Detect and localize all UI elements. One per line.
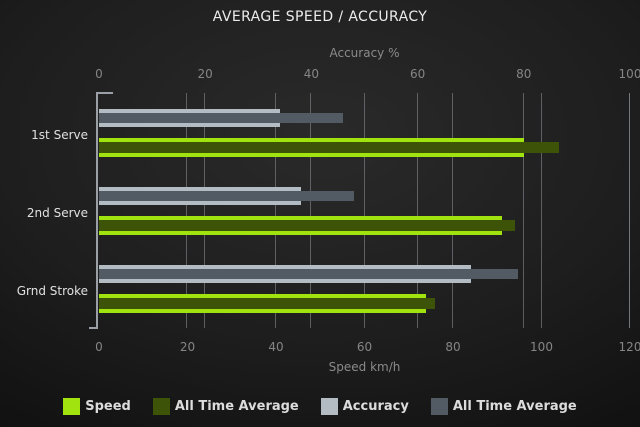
legend-item-all-time-average: All Time Average bbox=[152, 398, 299, 415]
gridline-top-80 bbox=[522, 93, 524, 328]
gridline-top-60 bbox=[416, 93, 418, 328]
top-tick-80: 80 bbox=[516, 67, 532, 81]
bar-all-time-average-grnd-stroke bbox=[99, 269, 519, 279]
top-axis-tick-labels: 0 20 40 60 80 100 bbox=[95, 67, 640, 81]
category-label-grnd-stroke: Grnd Stroke bbox=[16, 284, 88, 298]
legend-item-accuracy: Accuracy bbox=[320, 398, 409, 415]
gridline-top-40 bbox=[310, 93, 312, 328]
legend-label-all-time-average: All Time Average bbox=[452, 399, 577, 414]
bottom-tick-60: 60 bbox=[356, 340, 373, 354]
y-axis-top-cap bbox=[96, 92, 113, 94]
bottom-axis-title: Speed km/h bbox=[328, 360, 401, 374]
top-axis-title: Accuracy % bbox=[329, 46, 400, 60]
gridline-bottom-40 bbox=[274, 93, 276, 328]
gridline-bottom-60 bbox=[363, 93, 365, 328]
bottom-tick-0: 0 bbox=[95, 340, 103, 354]
top-tick-20: 20 bbox=[197, 67, 213, 81]
bottom-tick-120: 120 bbox=[618, 340, 640, 354]
bar-all-time-average-2nd-serve bbox=[99, 191, 354, 201]
chart-title: AVERAGE SPEED / ACCURACY bbox=[212, 9, 428, 25]
bar-all-time-average-grnd-stroke bbox=[99, 298, 436, 309]
gridline-bottom-20 bbox=[186, 93, 188, 328]
legend-swatch-all-time-average bbox=[430, 398, 448, 415]
y-axis-line bbox=[96, 93, 98, 329]
bottom-axis-tick-labels: 0 20 40 60 80 100 120 bbox=[95, 340, 640, 354]
bar-all-time-average-2nd-serve bbox=[99, 220, 515, 231]
bar-all-time-average-1st-serve bbox=[99, 142, 560, 153]
category-label-2nd-serve: 2nd Serve bbox=[26, 206, 88, 220]
bottom-tick-20: 20 bbox=[179, 340, 196, 354]
legend-item-all-time-average: All Time Average bbox=[430, 398, 577, 415]
category-label-1st-serve: 1st Serve bbox=[31, 128, 88, 142]
top-tick-0: 0 bbox=[95, 67, 103, 81]
legend-label-accuracy: Accuracy bbox=[342, 399, 409, 414]
gridline-top-20 bbox=[204, 93, 206, 328]
top-tick-100: 100 bbox=[618, 67, 640, 81]
legend: Speed All Time Average Accuracy All Time Av… bbox=[0, 398, 640, 415]
legend-swatch-all-time-average bbox=[152, 398, 170, 415]
legend-item-speed: Speed bbox=[63, 398, 131, 415]
gridline-bottom-100 bbox=[540, 93, 542, 328]
category-labels: 1st Serve 2nd Serve Grnd Stroke bbox=[0, 93, 88, 328]
legend-swatch-speed bbox=[63, 398, 81, 415]
plot-area bbox=[99, 93, 630, 328]
legend-label-all-time-average: All Time Average bbox=[174, 399, 299, 414]
legend-label-speed: Speed bbox=[85, 399, 131, 414]
top-tick-40: 40 bbox=[303, 67, 320, 81]
gridline-bottom-120 bbox=[629, 93, 630, 328]
bottom-tick-80: 80 bbox=[445, 340, 461, 354]
bar-all-time-average-1st-serve bbox=[99, 113, 344, 123]
legend-swatch-accuracy bbox=[320, 398, 338, 415]
top-tick-60: 60 bbox=[409, 67, 426, 81]
bottom-tick-40: 40 bbox=[268, 340, 284, 354]
gridline-bottom-80 bbox=[451, 93, 453, 328]
bottom-tick-100: 100 bbox=[530, 340, 553, 354]
y-axis-bottom-cap bbox=[89, 327, 98, 329]
